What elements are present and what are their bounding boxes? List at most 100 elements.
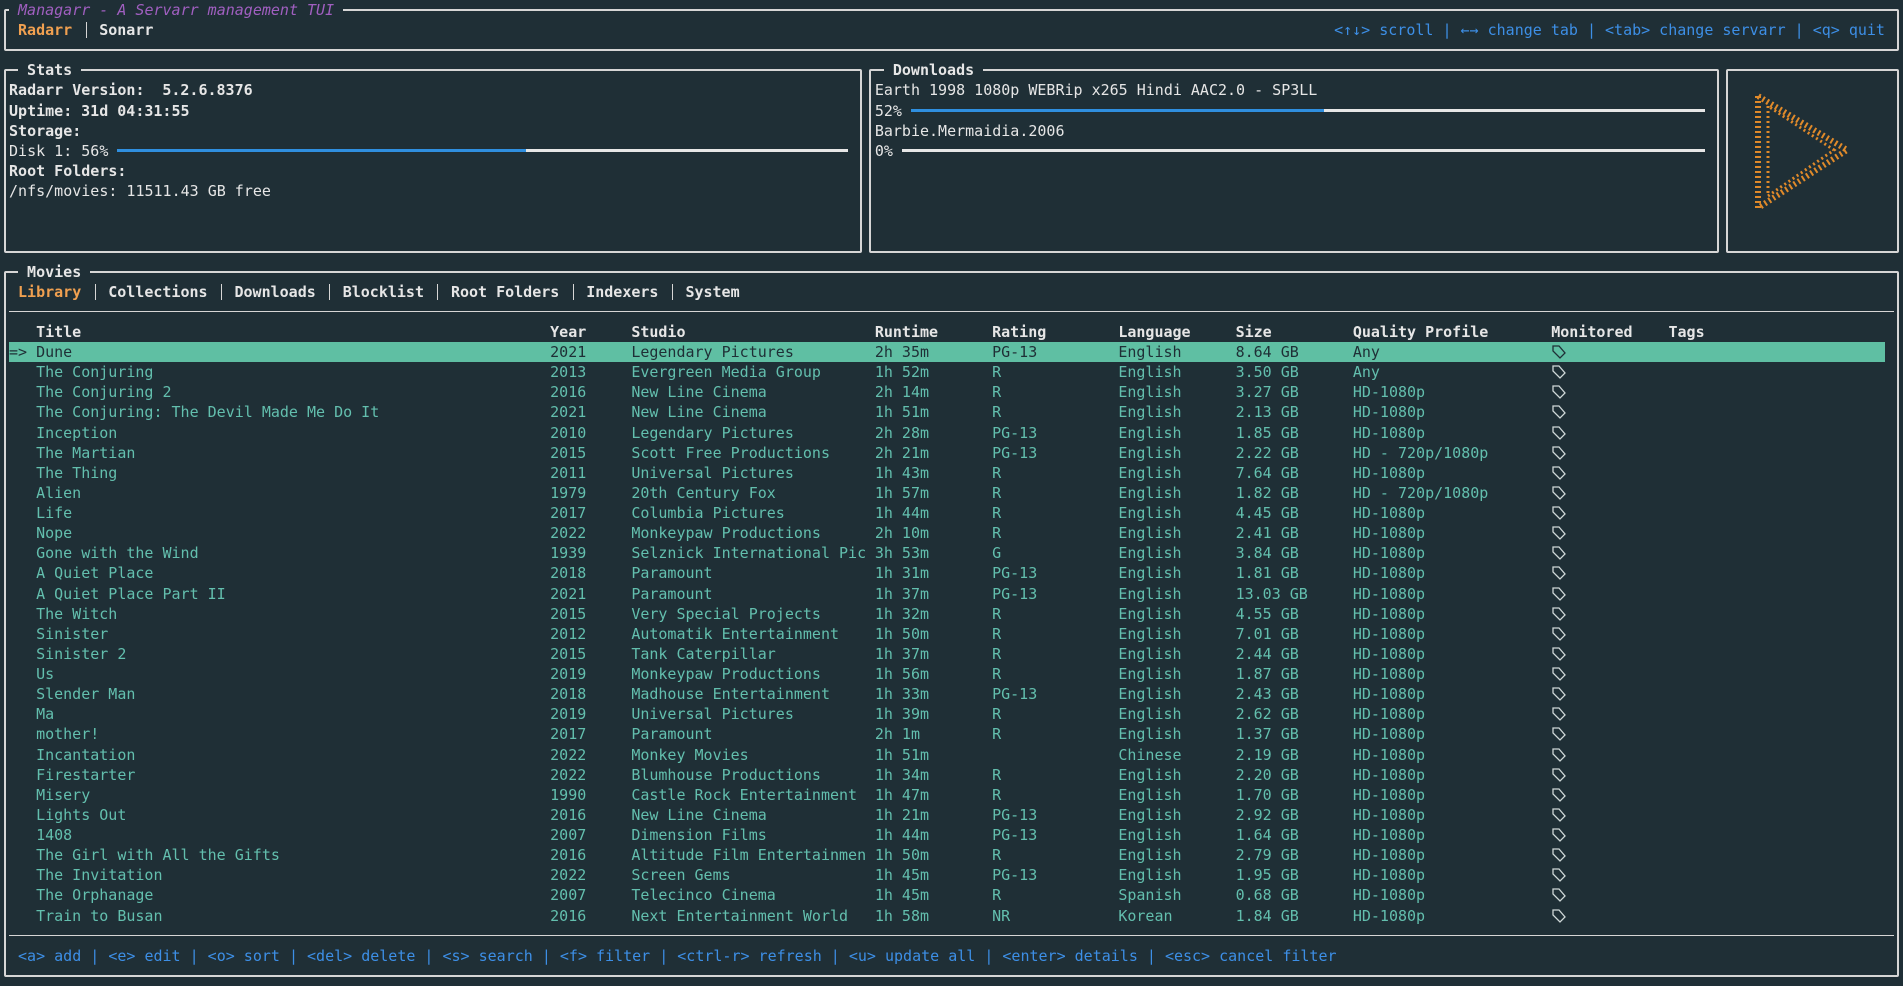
monitored-shape — [1552, 446, 1567, 460]
cell[interactable]: A Quiet Place Part II — [36, 584, 226, 603]
cell: 3.50 GB — [1235, 363, 1299, 382]
disk-label: Disk 1: 56% — [9, 141, 109, 160]
monitored-shape — [1552, 546, 1567, 561]
cell: English — [1118, 665, 1182, 684]
cell[interactable]: Life — [36, 504, 73, 523]
cell: Altitude Film Entertainmen — [631, 846, 867, 865]
cell[interactable]: Sinister — [36, 624, 109, 643]
cell[interactable]: The Witch — [36, 604, 118, 623]
cell[interactable]: Inception — [36, 423, 118, 442]
movies-tab[interactable]: Downloads — [234, 282, 316, 301]
cell[interactable]: Lights Out — [36, 805, 127, 824]
movies-tab[interactable]: Collections — [108, 282, 208, 301]
cell: HD-1080p — [1352, 383, 1426, 402]
cell[interactable]: The Orphanage — [36, 886, 154, 905]
cell[interactable]: Slender Man — [36, 685, 136, 704]
monitored-icon — [1552, 707, 1567, 722]
cell: English — [1118, 805, 1182, 824]
root-folders-label: Root Folders: — [9, 161, 127, 180]
cell[interactable]: Alien — [36, 483, 82, 502]
cell[interactable]: Incantation — [36, 745, 136, 764]
cell[interactable]: Misery — [36, 785, 91, 804]
monitored-shape — [1552, 767, 1567, 782]
cell: English — [1118, 443, 1182, 462]
cell: 2018 — [550, 685, 587, 704]
cell[interactable]: Ma — [36, 705, 55, 724]
cell[interactable]: Us — [36, 665, 55, 684]
cell[interactable]: The Conjuring: The Devil Made Me Do It — [36, 403, 380, 422]
cell[interactable]: Nope — [36, 524, 73, 543]
cell: 1h 57m — [874, 483, 930, 502]
cell[interactable]: Firestarter — [36, 765, 136, 784]
cell: HD-1080p — [1352, 906, 1426, 925]
cell: HD-1080p — [1352, 765, 1426, 784]
cell: English — [1118, 544, 1182, 563]
cell: 2015 — [550, 644, 587, 663]
cell: 2022 — [550, 866, 587, 885]
cell[interactable]: The Martian — [36, 443, 136, 462]
cell: HD-1080p — [1352, 544, 1426, 563]
monitored-icon — [1552, 345, 1567, 359]
cell: 2013 — [550, 363, 587, 382]
cell: 1.85 GB — [1235, 423, 1299, 442]
cell: PG-13 — [992, 866, 1038, 885]
cell: Universal Pictures — [631, 705, 794, 724]
cell[interactable]: The Girl with All the Gifts — [36, 846, 280, 865]
monitored-icon — [1552, 788, 1567, 802]
cell[interactable]: The Thing — [36, 463, 118, 482]
cell[interactable]: Dune — [36, 343, 73, 362]
cell: R — [992, 483, 1002, 502]
cell[interactable]: A Quiet Place — [36, 564, 154, 583]
cell[interactable]: mother! — [36, 725, 100, 744]
cell: PG-13 — [992, 443, 1038, 462]
monitored-shape — [1552, 828, 1567, 842]
cell: 2011 — [550, 463, 587, 482]
servarr-tab[interactable]: Sonarr — [99, 21, 154, 40]
monitored-icon — [1552, 546, 1567, 561]
logo-box — [1726, 69, 1900, 253]
cell: English — [1118, 765, 1182, 784]
column-header: Quality Profile — [1352, 322, 1489, 341]
movies-tab[interactable]: Root Folders — [450, 282, 560, 301]
cell: 1h 33m — [874, 685, 930, 704]
cell: Legendary Pictures — [631, 423, 794, 442]
cell: 2.22 GB — [1235, 443, 1299, 462]
monitored-shape — [1552, 747, 1567, 762]
monitored-icon — [1552, 667, 1567, 681]
cell: English — [1118, 604, 1182, 623]
cell[interactable]: The Conjuring — [36, 363, 154, 382]
movies-tab[interactable]: Blocklist — [342, 282, 424, 301]
cell[interactable]: The Conjuring 2 — [36, 383, 172, 402]
cell: 3h 53m — [874, 544, 930, 563]
cell: 1.64 GB — [1235, 826, 1299, 845]
cell: HD-1080p — [1352, 524, 1426, 543]
cell: 1.84 GB — [1235, 906, 1299, 925]
cell[interactable]: Train to Busan — [36, 906, 163, 925]
cell[interactable]: 1408 — [36, 826, 73, 845]
cell: PG-13 — [992, 343, 1038, 362]
cell: HD-1080p — [1352, 423, 1426, 442]
cell[interactable]: Sinister 2 — [36, 644, 127, 663]
cell[interactable]: Gone with the Wind — [36, 544, 199, 563]
movies-tab[interactable]: Library — [18, 282, 82, 301]
monitored-shape — [1552, 566, 1567, 581]
monitored-icon — [1552, 405, 1567, 420]
cell: Telecinco Cinema — [631, 886, 776, 905]
monitored-shape — [1552, 868, 1567, 883]
servarr-tab[interactable]: Radarr — [18, 21, 73, 40]
movies-tab[interactable]: Indexers — [586, 282, 659, 301]
movies-tab[interactable]: System — [685, 282, 740, 301]
cell: Columbia Pictures — [631, 504, 785, 523]
cell: R — [992, 725, 1002, 744]
monitored-shape — [1552, 345, 1567, 359]
cell: New Line Cinema — [631, 383, 767, 402]
cell: Any — [1352, 363, 1380, 382]
cell: Screen Gems — [631, 866, 731, 885]
cell: R — [992, 504, 1002, 523]
cell: Dimension Films — [631, 826, 767, 845]
cell[interactable]: The Invitation — [36, 866, 163, 885]
cell: 2.92 GB — [1235, 805, 1299, 824]
cell: 2.13 GB — [1235, 403, 1299, 422]
cell: Evergreen Media Group — [631, 363, 821, 382]
cell: Paramount — [631, 725, 713, 744]
